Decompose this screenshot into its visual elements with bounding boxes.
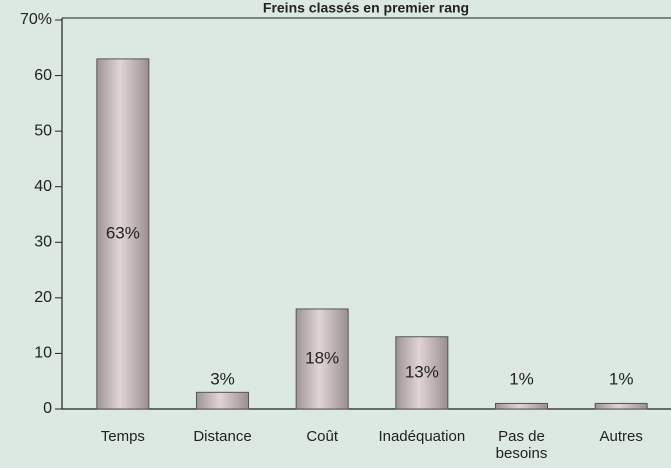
bar: [594, 402, 648, 410]
y-tick-label: 30: [34, 234, 52, 251]
value-label: 3%: [210, 369, 235, 388]
value-label: 1%: [509, 369, 534, 388]
bar: [96, 58, 150, 410]
value-label: 1%: [609, 369, 634, 388]
bar: [495, 402, 548, 410]
y-tick-label: 0: [43, 400, 52, 417]
y-tick-label: 10: [34, 345, 52, 362]
x-tick-label: Autres: [599, 428, 643, 445]
chart-title: Freins classés en premier rang: [263, 0, 469, 16]
bar: [295, 308, 349, 410]
x-tick-label: Distance: [193, 428, 252, 445]
value-label: 13%: [405, 362, 439, 381]
y-tick-label: 40: [34, 178, 52, 195]
y-tick-label: 20: [34, 289, 52, 306]
y-tick-label: 70%: [20, 11, 52, 28]
bar: [196, 391, 249, 410]
x-tick-label: Pas de besoins: [495, 428, 548, 462]
x-tick-label: Coût: [306, 428, 338, 445]
bar: [395, 336, 449, 410]
x-tick-label: Inadéquation: [378, 428, 466, 445]
y-tick-label: 50: [34, 122, 52, 139]
x-tick-label: Temps: [100, 428, 145, 445]
value-label: 63%: [106, 223, 140, 242]
value-label: 18%: [305, 348, 339, 367]
y-tick-label: 60: [34, 67, 52, 84]
